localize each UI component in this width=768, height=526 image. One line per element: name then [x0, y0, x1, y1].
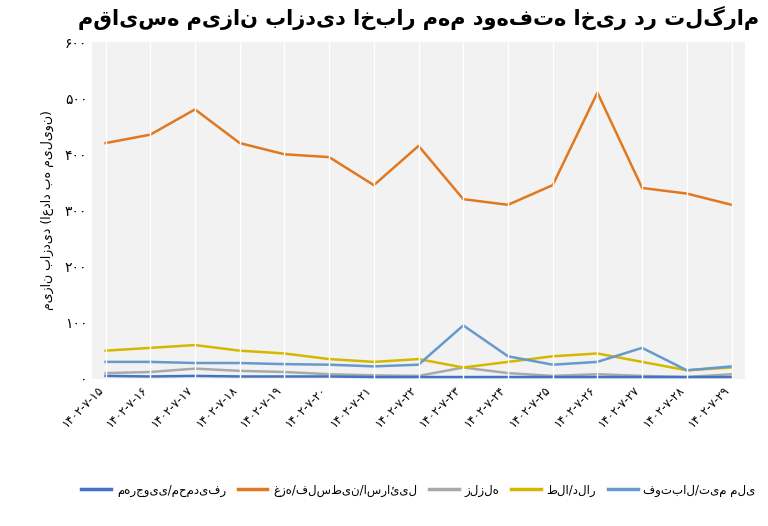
فوتبال/تیم ملی [637, 345, 647, 351]
زلزله [235, 368, 244, 374]
Title: مقایسه میزان بازدید اخبار مهم دوهفته اخیر در تلگرام: مقایسه میزان بازدید اخبار مهم دوهفته اخی… [78, 6, 759, 31]
مهرجویی/محمدیفر [503, 374, 512, 380]
طلا/دلار [280, 350, 289, 357]
طلا/دلار [146, 345, 155, 351]
Legend: مهرجویی/محمدیفر, غزه/فلسطین/اسرائیل, زلزله, طلا/دلار, فوتبال/تیم ملی: مهرجویی/محمدیفر, غزه/فلسطین/اسرائیل, زلز… [77, 479, 760, 501]
زلزله [458, 365, 468, 371]
غزه/فلسطین/اسرائیل [593, 89, 602, 96]
غزه/فلسطین/اسرائیل [503, 201, 512, 208]
فوتبال/تیم ملی [414, 361, 423, 368]
مهرجویی/محمدیفر [593, 374, 602, 380]
Line: غزه/فلسطین/اسرائیل: غزه/فلسطین/اسرائیل [105, 93, 732, 205]
فوتبال/تیم ملی [727, 363, 737, 370]
Y-axis label: میزان بازدید (اعداد به میلیون): میزان بازدید (اعداد به میلیون) [41, 110, 54, 310]
طلا/دلار [101, 348, 110, 354]
زلزله [593, 371, 602, 377]
غزه/فلسطین/اسرائیل [325, 154, 334, 160]
مهرجویی/محمدیفر [682, 374, 691, 380]
زلزله [548, 373, 558, 379]
فوتبال/تیم ملی [503, 353, 512, 359]
غزه/فلسطین/اسرائیل [280, 151, 289, 157]
زلزله [727, 371, 737, 377]
مهرجویی/محمدیفر [280, 373, 289, 380]
طلا/دلار [682, 367, 691, 373]
زلزله [503, 370, 512, 376]
غزه/فلسطین/اسرائیل [637, 185, 647, 191]
Line: مهرجویی/محمدیفر: مهرجویی/محمدیفر [105, 376, 732, 377]
زلزله [369, 372, 379, 379]
مهرجویی/محمدیفر [548, 374, 558, 380]
مهرجویی/محمدیفر [101, 373, 110, 379]
مهرجویی/محمدیفر [369, 374, 379, 380]
فوتبال/تیم ملی [280, 361, 289, 367]
مهرجویی/محمدیفر [458, 374, 468, 380]
زلزله [325, 371, 334, 377]
طلا/دلار [235, 348, 244, 354]
فوتبال/تیم ملی [548, 361, 558, 368]
مهرجویی/محمدیفر [414, 374, 423, 380]
مهرجویی/محمدیفر [146, 373, 155, 380]
غزه/فلسطین/اسرائیل [458, 196, 468, 203]
زلزله [190, 366, 200, 372]
مهرجویی/محمدیفر [637, 374, 647, 380]
غزه/فلسطین/اسرائیل [235, 140, 244, 146]
طلا/دلار [190, 342, 200, 348]
Line: زلزله: زلزله [105, 368, 732, 377]
طلا/دلار [548, 353, 558, 359]
زلزله [280, 369, 289, 375]
طلا/دلار [593, 350, 602, 357]
زلزله [146, 369, 155, 375]
زلزله [682, 374, 691, 380]
فوتبال/تیم ملی [593, 359, 602, 365]
غزه/فلسطین/اسرائیل [146, 132, 155, 138]
غزه/فلسطین/اسرائیل [190, 106, 200, 113]
غزه/فلسطین/اسرائیل [369, 182, 379, 188]
فوتبال/تیم ملی [235, 360, 244, 366]
طلا/دلار [458, 365, 468, 371]
فوتبال/تیم ملی [190, 360, 200, 366]
غزه/فلسطین/اسرائیل [414, 143, 423, 149]
غزه/فلسطین/اسرائیل [101, 140, 110, 146]
زلزله [637, 373, 647, 379]
فوتبال/تیم ملی [369, 363, 379, 370]
طلا/دلار [727, 365, 737, 371]
Line: فوتبال/تیم ملی: فوتبال/تیم ملی [105, 326, 732, 370]
فوتبال/تیم ملی [325, 361, 334, 368]
طلا/دلار [325, 356, 334, 362]
مهرجویی/محمدیفر [190, 373, 200, 379]
طلا/دلار [369, 359, 379, 365]
طلا/دلار [637, 359, 647, 365]
طلا/دلار [414, 356, 423, 362]
مهرجویی/محمدیفر [325, 373, 334, 380]
فوتبال/تیم ملی [458, 322, 468, 329]
طلا/دلار [503, 359, 512, 365]
فوتبال/تیم ملی [146, 359, 155, 365]
غزه/فلسطین/اسرائیل [727, 201, 737, 208]
فوتبال/تیم ملی [101, 359, 110, 365]
زلزله [101, 370, 110, 376]
فوتبال/تیم ملی [682, 367, 691, 373]
زلزله [414, 373, 423, 379]
غزه/فلسطین/اسرائیل [682, 190, 691, 197]
مهرجویی/محمدیفر [235, 373, 244, 380]
مهرجویی/محمدیفر [727, 374, 737, 380]
Line: طلا/دلار: طلا/دلار [105, 345, 732, 370]
غزه/فلسطین/اسرائیل [548, 182, 558, 188]
